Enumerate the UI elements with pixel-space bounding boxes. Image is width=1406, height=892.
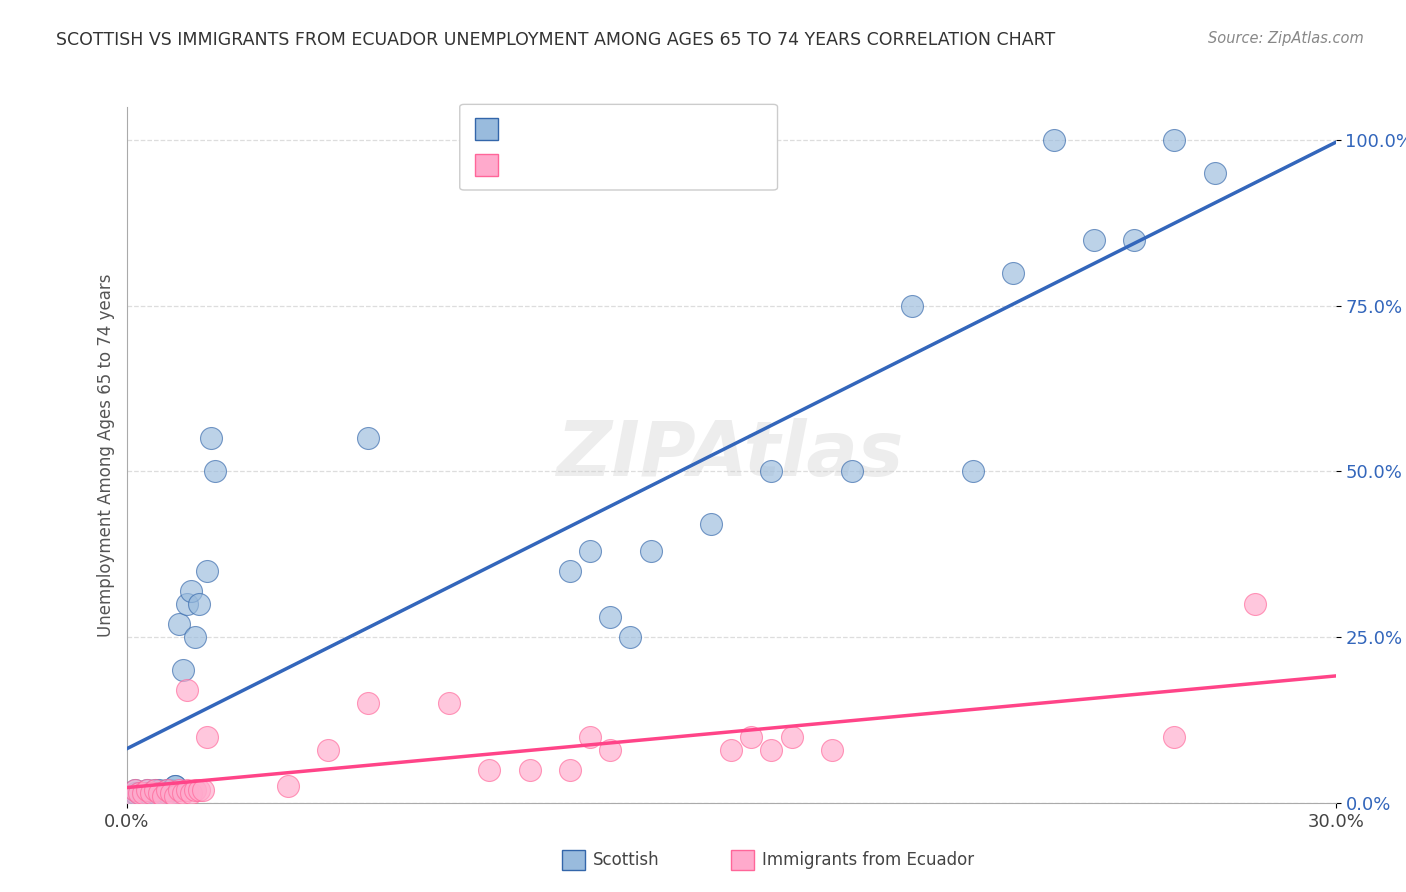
Point bbox=[143, 782, 166, 797]
Point bbox=[131, 786, 153, 800]
Point bbox=[180, 786, 202, 800]
Point bbox=[700, 517, 723, 532]
Point bbox=[135, 782, 157, 797]
Point bbox=[195, 730, 218, 744]
Text: ZIPAtlas: ZIPAtlas bbox=[557, 418, 905, 491]
Point bbox=[1163, 133, 1185, 147]
Point bbox=[172, 786, 194, 800]
Point bbox=[1163, 730, 1185, 744]
Point bbox=[204, 465, 226, 479]
Point bbox=[821, 743, 844, 757]
Point bbox=[1123, 233, 1146, 247]
Point bbox=[131, 789, 153, 804]
Point bbox=[180, 583, 202, 598]
Point bbox=[152, 789, 174, 804]
Text: SCOTTISH VS IMMIGRANTS FROM ECUADOR UNEMPLOYMENT AMONG AGES 65 TO 74 YEARS CORRE: SCOTTISH VS IMMIGRANTS FROM ECUADOR UNEM… bbox=[56, 31, 1056, 49]
Point bbox=[156, 782, 179, 797]
Point bbox=[163, 789, 186, 804]
Point bbox=[519, 763, 541, 777]
Point bbox=[558, 564, 581, 578]
Point bbox=[1204, 166, 1226, 180]
Point bbox=[316, 743, 339, 757]
Point bbox=[599, 743, 621, 757]
Point bbox=[120, 789, 142, 804]
Point bbox=[1042, 133, 1064, 147]
Point bbox=[599, 610, 621, 624]
Text: R = 0.444   N = 37: R = 0.444 N = 37 bbox=[506, 156, 690, 174]
Point bbox=[901, 299, 924, 313]
Point bbox=[558, 763, 581, 777]
Point bbox=[128, 786, 150, 800]
Point bbox=[195, 564, 218, 578]
Point bbox=[160, 782, 183, 797]
Text: Immigrants from Ecuador: Immigrants from Ecuador bbox=[762, 851, 974, 869]
Point bbox=[167, 616, 190, 631]
Point bbox=[579, 730, 602, 744]
Point bbox=[277, 779, 299, 793]
Y-axis label: Unemployment Among Ages 65 to 74 years: Unemployment Among Ages 65 to 74 years bbox=[97, 273, 115, 637]
Point bbox=[148, 782, 170, 797]
Point bbox=[761, 465, 783, 479]
Point bbox=[184, 782, 207, 797]
Point bbox=[176, 683, 198, 698]
Point bbox=[579, 544, 602, 558]
Point bbox=[124, 786, 146, 800]
Point bbox=[139, 786, 162, 800]
Point bbox=[143, 782, 166, 797]
Point bbox=[176, 597, 198, 611]
Point bbox=[1083, 233, 1105, 247]
Point bbox=[128, 786, 150, 800]
Point bbox=[740, 730, 762, 744]
Point bbox=[188, 782, 211, 797]
Point bbox=[720, 743, 742, 757]
Text: R = 0.707   N = 44: R = 0.707 N = 44 bbox=[506, 120, 690, 138]
Point bbox=[357, 697, 380, 711]
Point bbox=[160, 786, 183, 800]
Point bbox=[172, 663, 194, 677]
Point bbox=[156, 786, 179, 800]
Point bbox=[135, 782, 157, 797]
Point bbox=[619, 630, 641, 644]
Point bbox=[120, 789, 142, 804]
Text: Scottish: Scottish bbox=[593, 851, 659, 869]
Point bbox=[167, 782, 190, 797]
Point bbox=[780, 730, 803, 744]
Point bbox=[143, 786, 166, 800]
Point bbox=[200, 431, 222, 445]
Point bbox=[163, 779, 186, 793]
Point bbox=[184, 630, 207, 644]
Point bbox=[124, 782, 146, 797]
Point bbox=[640, 544, 662, 558]
Point bbox=[357, 431, 380, 445]
Point bbox=[135, 786, 157, 800]
Point bbox=[437, 697, 460, 711]
Point bbox=[139, 789, 162, 804]
Point bbox=[1002, 266, 1025, 280]
Point bbox=[160, 786, 183, 800]
Point bbox=[841, 465, 863, 479]
Point bbox=[152, 786, 174, 800]
Point bbox=[163, 779, 186, 793]
Point bbox=[156, 782, 179, 797]
Point bbox=[191, 782, 214, 797]
Point bbox=[148, 786, 170, 800]
Point bbox=[962, 465, 984, 479]
Point bbox=[1244, 597, 1267, 611]
Point bbox=[176, 782, 198, 797]
Point bbox=[188, 597, 211, 611]
Point bbox=[761, 743, 783, 757]
Point bbox=[124, 782, 146, 797]
Text: Source: ZipAtlas.com: Source: ZipAtlas.com bbox=[1208, 31, 1364, 46]
Point bbox=[478, 763, 501, 777]
